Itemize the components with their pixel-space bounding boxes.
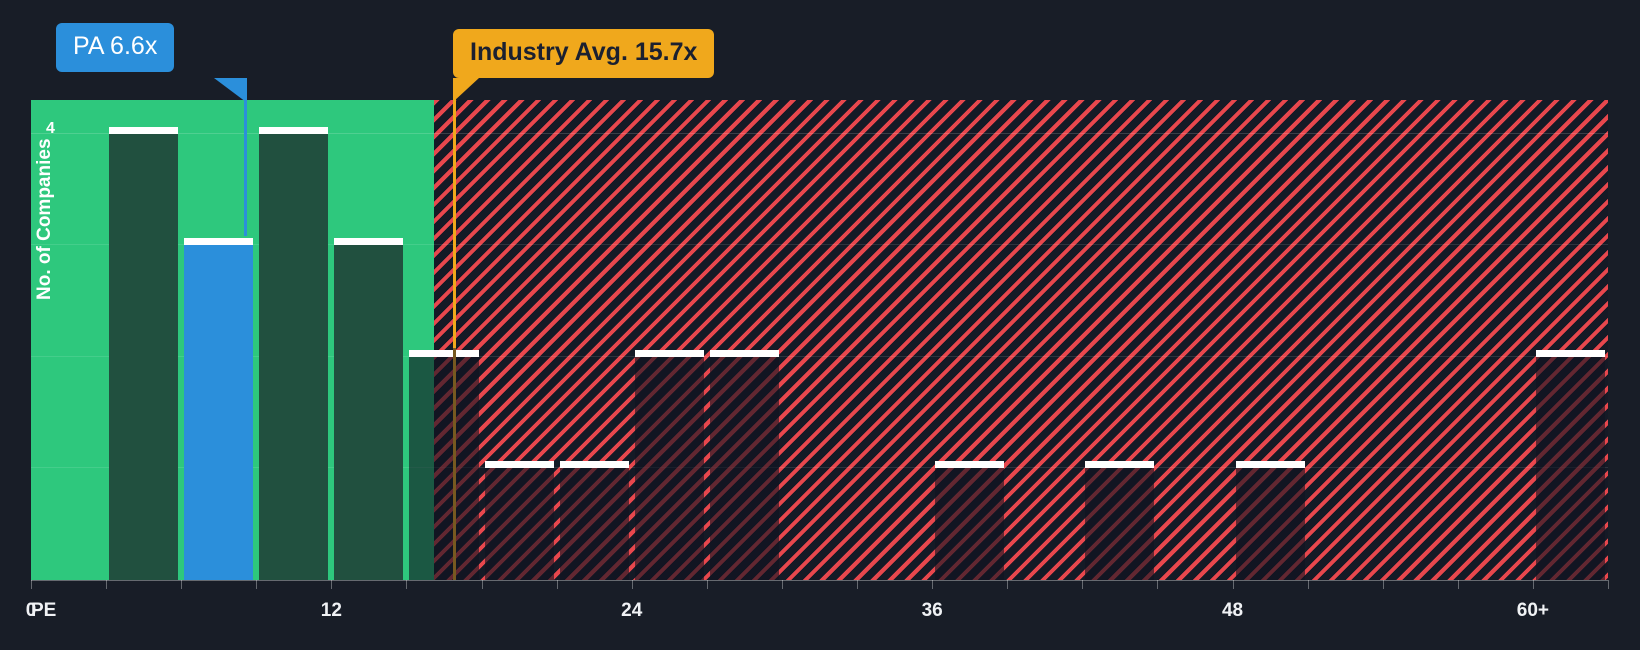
bar[interactable]	[1085, 461, 1155, 580]
bar[interactable]	[709, 349, 779, 580]
bar-cap	[184, 238, 254, 246]
bar[interactable]	[259, 126, 329, 580]
y-axis-title: No. of Companies	[34, 138, 55, 300]
bar[interactable]	[935, 461, 1005, 580]
x-tick-label: 48	[1221, 600, 1244, 621]
bar-cap	[634, 349, 704, 357]
plot-area	[31, 100, 1608, 580]
x-tick	[1608, 580, 1609, 589]
pa-tooltip-tail	[214, 78, 246, 102]
bar-cap	[109, 126, 179, 134]
bar[interactable]	[1535, 349, 1605, 580]
x-tick	[1007, 580, 1009, 589]
x-tick	[1307, 580, 1309, 589]
bar-cap	[1235, 461, 1305, 469]
bar[interactable]	[484, 461, 554, 580]
bar-cap	[409, 349, 479, 357]
gridline	[31, 244, 1608, 246]
bar[interactable]	[184, 238, 254, 580]
x-tick	[106, 580, 108, 589]
x-tick-label: 12	[320, 600, 342, 621]
x-tick	[331, 580, 333, 589]
x-tick-label: 60+	[1516, 600, 1550, 621]
x-tick	[857, 580, 859, 589]
company-pe-marker-line	[244, 78, 247, 236]
x-tick	[1457, 580, 1459, 589]
x-tick-label: 36	[921, 600, 943, 621]
bar-cap	[259, 126, 329, 134]
pa-tooltip[interactable]: PA 6.6x	[56, 23, 175, 72]
bar-cap	[935, 461, 1005, 469]
bar[interactable]	[559, 461, 629, 580]
x-tick	[1232, 580, 1234, 589]
x-tick	[631, 580, 633, 589]
x-tick	[1382, 580, 1384, 589]
x-axis-line	[31, 580, 1608, 581]
industry-average-line-dimmed	[453, 348, 456, 580]
x-tick	[556, 580, 558, 589]
bar-cap	[334, 238, 404, 246]
overvalued-zone	[434, 100, 1608, 580]
x-tick	[1082, 580, 1084, 589]
bar[interactable]	[334, 238, 404, 580]
bar[interactable]	[109, 126, 179, 580]
x-tick	[31, 580, 32, 589]
industry-average-marker-line	[453, 78, 456, 580]
bar[interactable]	[409, 349, 479, 580]
x-tick-label: 24	[621, 600, 643, 621]
bar-cap	[1085, 461, 1155, 469]
gridline	[31, 355, 1608, 357]
bar-cap	[484, 461, 554, 469]
bar[interactable]	[634, 349, 704, 580]
bar[interactable]	[1235, 461, 1305, 580]
bar-cap	[559, 461, 629, 469]
x-tick	[1157, 580, 1159, 589]
x-tick	[181, 580, 183, 589]
x-tick	[256, 580, 258, 589]
bar-cap	[709, 349, 779, 357]
bar-cap	[1535, 349, 1605, 357]
industry-average-tooltip[interactable]: Industry Avg. 15.7x	[453, 29, 715, 78]
y-axis-tick-label: 4	[46, 120, 55, 137]
x-tick	[481, 580, 483, 589]
x-tick	[706, 580, 708, 589]
x-tick	[406, 580, 408, 589]
industry-tooltip-tail	[453, 78, 479, 102]
gridline	[31, 132, 1608, 134]
gridline	[31, 467, 1608, 469]
x-tick	[932, 580, 934, 589]
x-tick	[781, 580, 783, 589]
x-tick-label: 0	[25, 600, 37, 621]
x-axis-title: PE	[31, 600, 57, 621]
x-tick	[1532, 580, 1534, 589]
